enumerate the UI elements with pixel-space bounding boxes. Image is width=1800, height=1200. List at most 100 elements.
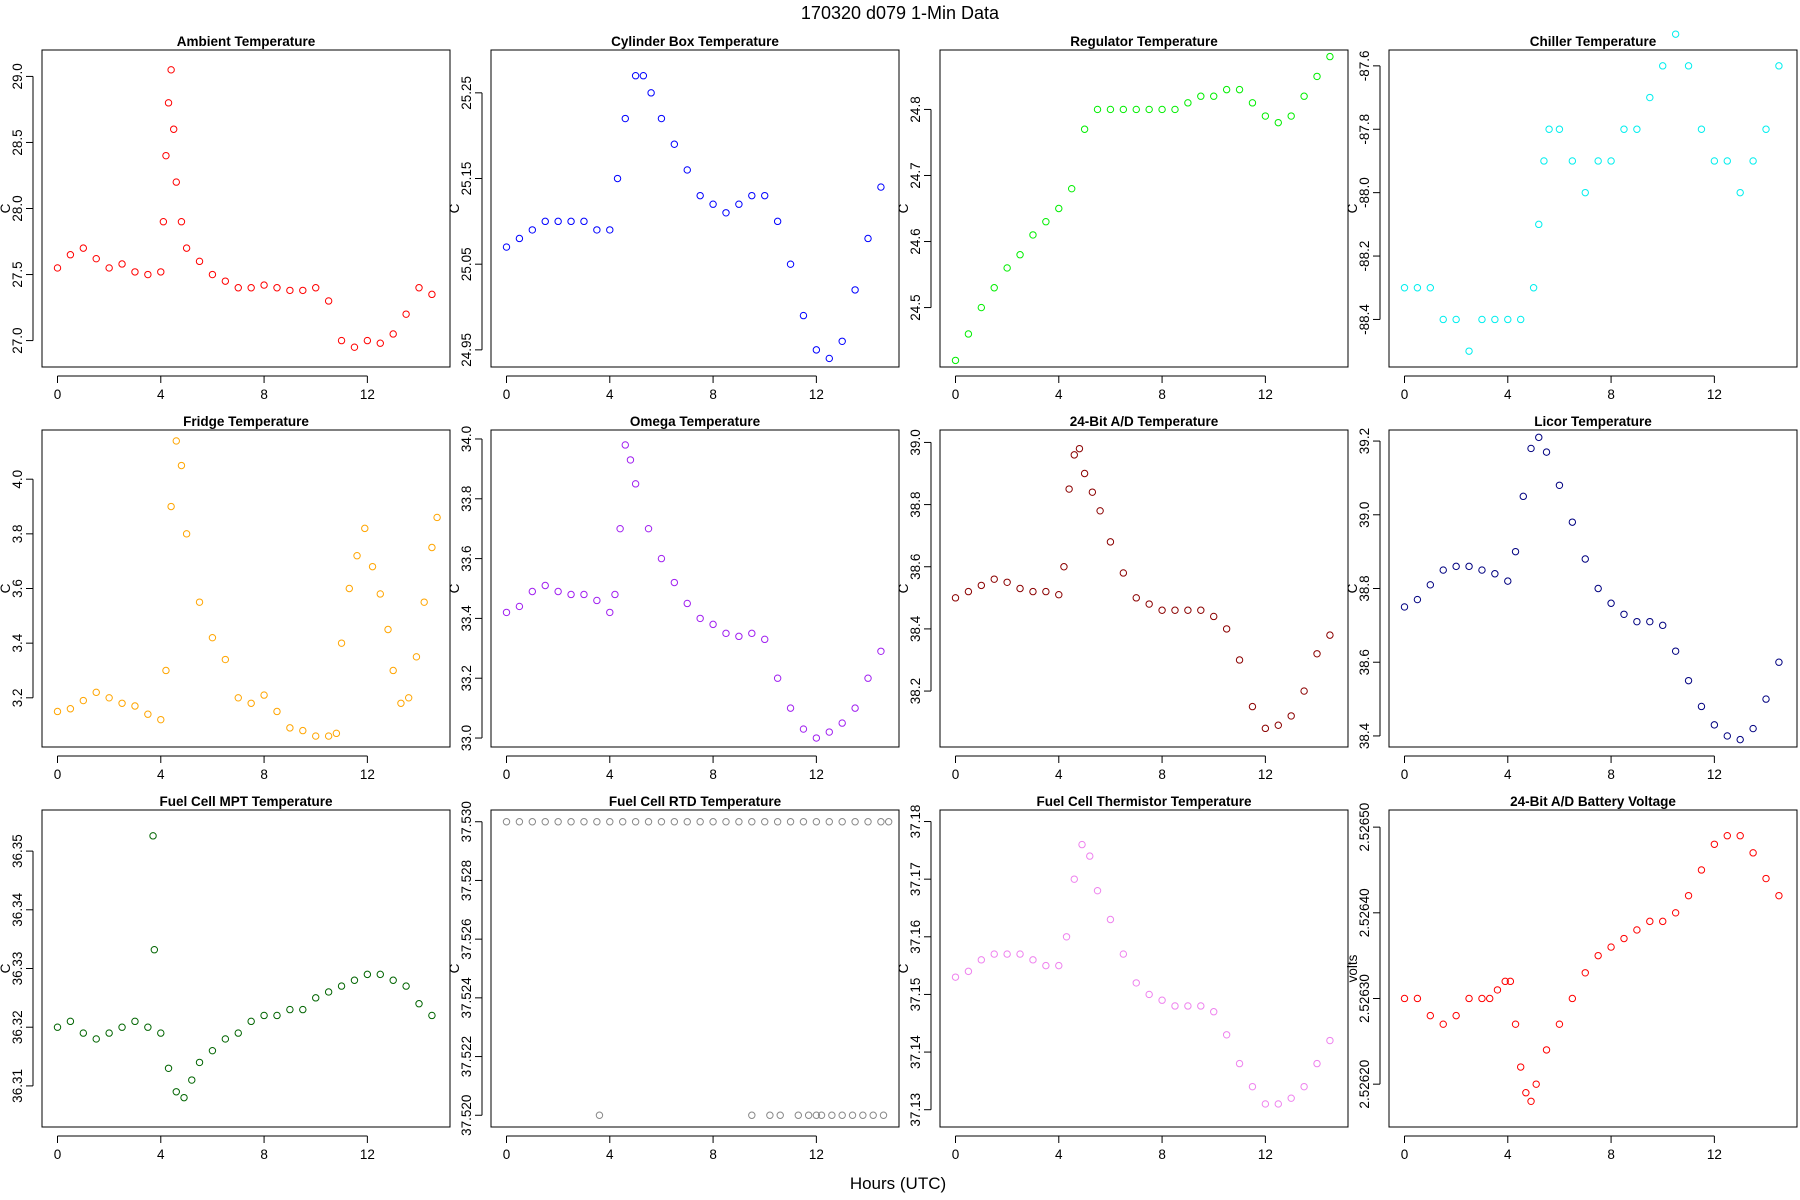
data-point xyxy=(1568,157,1577,165)
data-point xyxy=(616,524,624,533)
data-point xyxy=(1775,62,1783,70)
data-point xyxy=(541,217,549,226)
data-point xyxy=(1261,724,1270,733)
data-point xyxy=(528,818,537,826)
data-point xyxy=(626,456,635,464)
data-point xyxy=(208,270,217,279)
data-point xyxy=(1078,840,1086,849)
data-point xyxy=(1646,93,1654,102)
data-point xyxy=(208,633,217,642)
data-point xyxy=(286,286,294,295)
data-point xyxy=(1003,950,1011,958)
data-series xyxy=(951,840,1334,1108)
data-point xyxy=(1055,204,1063,213)
data-point xyxy=(118,260,126,268)
data-point xyxy=(794,1111,802,1119)
data-point xyxy=(528,226,537,234)
data-point xyxy=(580,590,588,599)
y-tick-label: 33.2 xyxy=(459,665,474,691)
data-point xyxy=(1248,702,1257,711)
data-point xyxy=(66,1017,75,1026)
data-point xyxy=(1400,284,1409,292)
data-point xyxy=(1235,656,1244,664)
data-point xyxy=(1287,1094,1295,1102)
data-series xyxy=(53,66,436,351)
figure-title: 170320 d079 1-Min Data xyxy=(801,3,1000,23)
x-tick-label: 8 xyxy=(1607,767,1615,782)
data-point xyxy=(1274,721,1282,729)
data-point xyxy=(1210,92,1218,100)
panel-title: Fridge Temperature xyxy=(183,414,309,429)
data-point xyxy=(838,818,846,826)
data-point xyxy=(812,734,821,742)
chart-panel-6: 24-Bit A/D Temperature 0 4 8 12 38.2 38.4 38.6 3… xyxy=(896,414,1349,782)
data-point xyxy=(1452,1011,1460,1020)
x-tick-label: 0 xyxy=(1401,387,1409,402)
data-point xyxy=(1106,105,1115,114)
data-point xyxy=(515,234,524,243)
plot-frame xyxy=(1388,49,1798,368)
chart-panel-5: Omega Temperature 0 4 8 12 33.0 33.2 33.4 33.6 33… xyxy=(447,414,900,782)
data-point xyxy=(877,647,885,656)
y-tick-label: 3.8 xyxy=(10,524,25,543)
data-point xyxy=(990,284,998,292)
y-tick-label: 39.2 xyxy=(1357,428,1372,454)
panel-title: Cylinder Box Temperature xyxy=(611,34,779,49)
data-series xyxy=(951,52,1334,365)
plot-frame xyxy=(1388,809,1798,1128)
y-tick-label: 27.5 xyxy=(10,261,25,287)
x-tick-label: 8 xyxy=(1158,767,1166,782)
x-tick-label: 12 xyxy=(1707,1147,1722,1162)
data-point xyxy=(1697,866,1706,874)
plot-frame xyxy=(1388,429,1798,748)
data-point xyxy=(299,1005,307,1014)
x-tick-label: 8 xyxy=(709,1147,717,1162)
data-point xyxy=(188,1076,196,1084)
data-point xyxy=(1633,926,1641,934)
data-point xyxy=(1594,157,1602,165)
x-tick-label: 12 xyxy=(1258,387,1273,402)
y-tick-label: 38.4 xyxy=(1357,722,1372,749)
data-point xyxy=(1697,125,1706,133)
data-point xyxy=(312,732,320,740)
data-point xyxy=(951,594,960,602)
data-point xyxy=(631,72,640,80)
data-point xyxy=(528,587,537,596)
data-point xyxy=(1313,72,1321,81)
data-point xyxy=(1070,875,1078,883)
data-point xyxy=(799,818,808,826)
data-point xyxy=(1145,105,1153,114)
data-point xyxy=(1465,347,1473,355)
data-point xyxy=(157,1029,165,1037)
data-point xyxy=(428,290,436,299)
data-point xyxy=(1171,1002,1179,1010)
data-point xyxy=(177,218,186,226)
x-tick-label: 0 xyxy=(503,387,511,402)
data-point xyxy=(1261,112,1270,120)
data-point xyxy=(1697,702,1706,711)
data-point xyxy=(541,581,549,590)
data-point xyxy=(851,818,859,826)
data-point xyxy=(247,1017,255,1026)
data-point xyxy=(1493,986,1502,994)
data-point xyxy=(149,832,157,840)
data-point xyxy=(182,530,191,538)
chart-panel-11: 24-Bit A/D Battery Voltage 0 4 8 12 2.52620 2.… xyxy=(1345,794,1798,1162)
data-point xyxy=(748,1111,756,1119)
data-point xyxy=(1527,1097,1535,1105)
data-point xyxy=(595,1111,604,1119)
data-point xyxy=(877,818,885,826)
data-point xyxy=(1093,105,1102,114)
data-point xyxy=(1210,1008,1218,1016)
data-point xyxy=(1222,85,1231,94)
panel-title: Fuel Cell MPT Temperature xyxy=(159,794,333,809)
data-point xyxy=(1326,52,1334,61)
data-point xyxy=(1426,581,1435,589)
data-point xyxy=(1248,1082,1257,1091)
x-tick-label: 8 xyxy=(709,387,717,402)
data-point xyxy=(1568,994,1577,1003)
y-axis-label: C xyxy=(896,963,911,973)
x-tick-label: 12 xyxy=(1258,1147,1273,1162)
x-tick-label: 0 xyxy=(503,767,511,782)
data-point xyxy=(722,209,730,217)
